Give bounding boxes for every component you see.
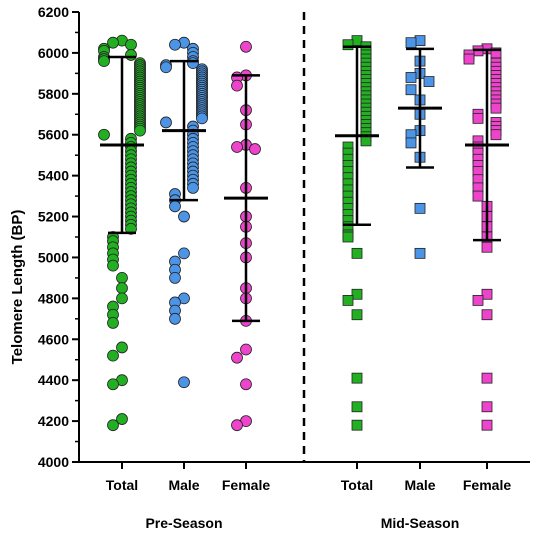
data-point [463, 53, 475, 65]
category-label: Female [463, 477, 511, 493]
data-point [414, 247, 426, 259]
data-point [196, 112, 208, 125]
group-label: Mid-Season [381, 515, 460, 531]
data-point [472, 112, 484, 124]
data-point [342, 231, 354, 243]
data-point [169, 200, 181, 213]
data-point [160, 116, 172, 129]
data-point [405, 72, 417, 83]
category-label: Total [341, 477, 373, 493]
data-point [481, 241, 493, 253]
y-tick-label: 6000 [38, 45, 69, 61]
data-point [481, 309, 493, 321]
data-point [160, 61, 172, 74]
data-point [490, 102, 502, 114]
data-point [169, 38, 181, 51]
data-point [178, 247, 190, 260]
group-labels: Pre-Season Mid-Season [145, 515, 459, 531]
data-point [125, 38, 137, 51]
data-point [472, 295, 484, 306]
category-label: Male [168, 477, 199, 493]
data-point [481, 372, 493, 384]
data-point [490, 129, 502, 141]
category-label: Total [106, 477, 138, 493]
data-point [231, 351, 243, 364]
data-point [472, 190, 484, 202]
y-tick-label: 4400 [38, 372, 69, 388]
data-point [98, 128, 110, 141]
data-point [107, 317, 119, 329]
y-tick-label: 5200 [38, 209, 69, 225]
data-point [240, 40, 252, 53]
category-label: Male [404, 477, 435, 493]
group-label: Pre-Season [145, 515, 222, 531]
data-point [342, 295, 354, 306]
data-point [178, 376, 190, 389]
data-point [169, 312, 181, 325]
data-point [240, 343, 252, 356]
data-point [169, 272, 181, 284]
data-point [405, 137, 417, 149]
data-point [423, 76, 435, 87]
data-point [125, 222, 137, 235]
data-point [481, 288, 493, 300]
data-point [405, 37, 417, 49]
data-point [178, 210, 190, 223]
data-point [116, 292, 128, 305]
data-point [107, 419, 119, 432]
data-point [116, 282, 128, 295]
data-point [351, 309, 363, 321]
data-point [414, 202, 426, 214]
y-tick-label: 4600 [38, 331, 69, 347]
y-tick-label: 4800 [38, 290, 69, 306]
y-axis-title: Telomere Length (BP) [9, 210, 26, 365]
data-point [125, 49, 137, 61]
data-point [107, 36, 119, 49]
data-point [351, 401, 363, 413]
data-point [405, 84, 417, 96]
data-point [98, 55, 110, 67]
y-tick-label: 5000 [38, 249, 69, 265]
y-tick-label: 5600 [38, 127, 69, 143]
data-point [231, 419, 243, 432]
data-point [116, 341, 128, 354]
data-point [351, 372, 363, 384]
y-tick-label: 6200 [38, 4, 69, 20]
data-point [351, 419, 363, 431]
y-tick-label: 5800 [38, 86, 69, 102]
data-point [351, 288, 363, 300]
data-point [351, 247, 363, 259]
data-point [240, 378, 252, 391]
y-tick-label: 4000 [38, 454, 69, 470]
data-point [414, 35, 426, 47]
data-point [116, 413, 128, 425]
error-bars [100, 45, 509, 323]
data-point [107, 378, 119, 391]
y-tick-label: 5400 [38, 168, 69, 184]
data-point [351, 35, 363, 47]
data-point [107, 349, 119, 362]
data-point [187, 182, 199, 194]
data-point [342, 39, 354, 51]
data-point [360, 135, 372, 147]
data-points [98, 34, 502, 432]
data-point [249, 143, 261, 155]
data-point [231, 79, 243, 92]
data-point [481, 401, 493, 413]
data-point [116, 272, 128, 284]
data-point [134, 124, 146, 137]
data-point [481, 419, 493, 431]
y-tick-label: 4200 [38, 413, 69, 429]
data-point [231, 141, 243, 153]
data-point [107, 259, 119, 272]
category-label: Female [222, 477, 270, 493]
category-labels: Total Male Female Total Male Female [106, 477, 512, 493]
